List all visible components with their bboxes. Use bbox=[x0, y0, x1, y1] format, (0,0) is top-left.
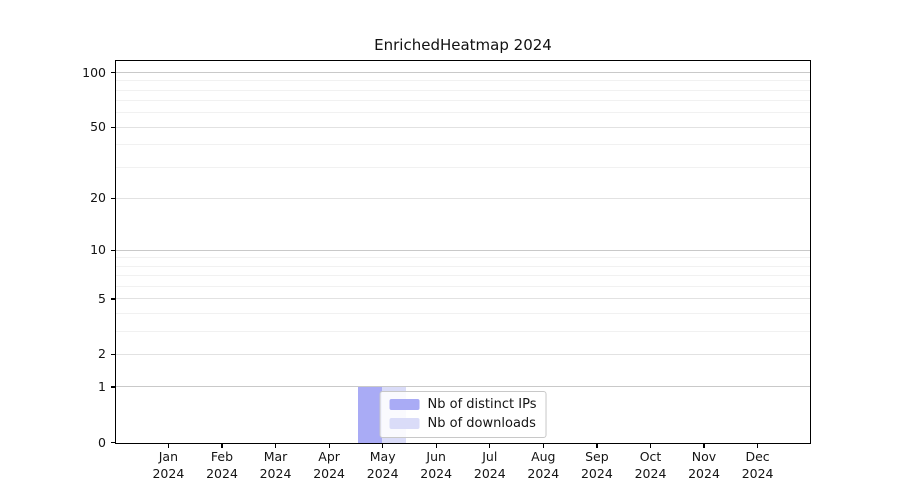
y-gridline-minor bbox=[116, 166, 810, 168]
y-tick-mark bbox=[111, 353, 115, 356]
x-tick-mark bbox=[167, 444, 170, 448]
y-gridline bbox=[116, 298, 810, 300]
y-gridline-minor bbox=[116, 100, 810, 102]
y-gridline bbox=[116, 126, 810, 128]
x-tick-label: Jun 2024 bbox=[420, 449, 453, 481]
y-tick-label: 50 bbox=[90, 119, 106, 135]
x-tick-mark bbox=[435, 444, 437, 448]
x-tick-label: Dec 2024 bbox=[741, 449, 774, 481]
x-tick-mark bbox=[382, 444, 384, 448]
y-gridline-minor bbox=[116, 313, 810, 314]
y-gridline-minor bbox=[116, 265, 810, 267]
legend-swatch-downloads bbox=[389, 418, 420, 429]
x-tick-mark bbox=[757, 444, 759, 448]
y-gridline-minor bbox=[116, 275, 810, 277]
legend-swatch-distinct-ips bbox=[389, 399, 420, 410]
x-tick-label: Sep 2024 bbox=[580, 449, 613, 481]
y-gridline-minor bbox=[116, 112, 810, 114]
x-tick-label: Feb 2024 bbox=[206, 449, 238, 481]
x-tick-label: Jul 2024 bbox=[473, 449, 506, 481]
legend-label-downloads: Nb of downloads bbox=[427, 416, 536, 431]
y-tick-mark bbox=[111, 249, 115, 251]
y-tick-label: 5 bbox=[98, 290, 106, 306]
y-tick-label: 20 bbox=[90, 190, 106, 206]
x-tick-label: Aug 2024 bbox=[527, 449, 560, 481]
x-tick-label: Jan 2024 bbox=[152, 449, 185, 481]
y-tick-label: 100 bbox=[82, 64, 106, 80]
legend-label-distinct-ips: Nb of distinct IPs bbox=[427, 397, 537, 412]
y-gridline-minor bbox=[116, 286, 810, 287]
x-tick-mark bbox=[221, 444, 223, 448]
y-tick-mark bbox=[111, 197, 115, 200]
y-gridline bbox=[116, 386, 810, 388]
y-tick-mark bbox=[111, 386, 115, 388]
y-gridline bbox=[116, 249, 810, 251]
x-tick-label: Nov 2024 bbox=[688, 449, 720, 481]
y-tick-label: 10 bbox=[90, 242, 106, 258]
x-tick-label: May 2024 bbox=[366, 449, 399, 481]
y-tick-mark bbox=[111, 441, 115, 444]
x-tick-mark bbox=[596, 444, 598, 448]
legend-item-distinct-ips: Nb of distinct IPs bbox=[389, 397, 537, 412]
y-gridline bbox=[116, 72, 810, 73]
x-tick-mark bbox=[703, 444, 705, 448]
y-gridline bbox=[116, 353, 810, 355]
y-tick-label: 1 bbox=[98, 378, 106, 394]
legend: Nb of distinct IPs Nb of downloads bbox=[379, 391, 547, 438]
bar-distinct-ips-may bbox=[358, 387, 383, 443]
y-gridline-minor bbox=[116, 80, 810, 82]
x-tick-mark bbox=[489, 444, 491, 448]
x-tick-mark bbox=[328, 444, 330, 448]
x-tick-mark bbox=[649, 444, 652, 448]
y-tick-mark bbox=[111, 298, 115, 300]
y-tick-label: 2 bbox=[98, 346, 106, 362]
y-gridline-minor bbox=[116, 257, 810, 259]
x-tick-mark bbox=[274, 444, 277, 448]
y-gridline bbox=[116, 197, 810, 199]
plot-area: Nb of distinct IPs Nb of downloads bbox=[115, 60, 811, 444]
y-tick-label: 0 bbox=[98, 434, 106, 450]
chart-title: EnrichedHeatmap 2024 bbox=[374, 36, 552, 54]
y-tick-mark bbox=[111, 71, 115, 74]
x-tick-label: Oct 2024 bbox=[634, 449, 667, 481]
x-tick-mark bbox=[542, 444, 544, 448]
x-tick-label: Mar 2024 bbox=[259, 449, 292, 481]
legend-item-downloads: Nb of downloads bbox=[389, 416, 537, 431]
y-gridline-minor bbox=[116, 330, 810, 332]
y-gridline-minor bbox=[116, 89, 810, 91]
y-gridline-minor bbox=[116, 144, 810, 146]
y-tick-mark bbox=[111, 126, 115, 128]
x-tick-label: Apr 2024 bbox=[313, 449, 345, 481]
